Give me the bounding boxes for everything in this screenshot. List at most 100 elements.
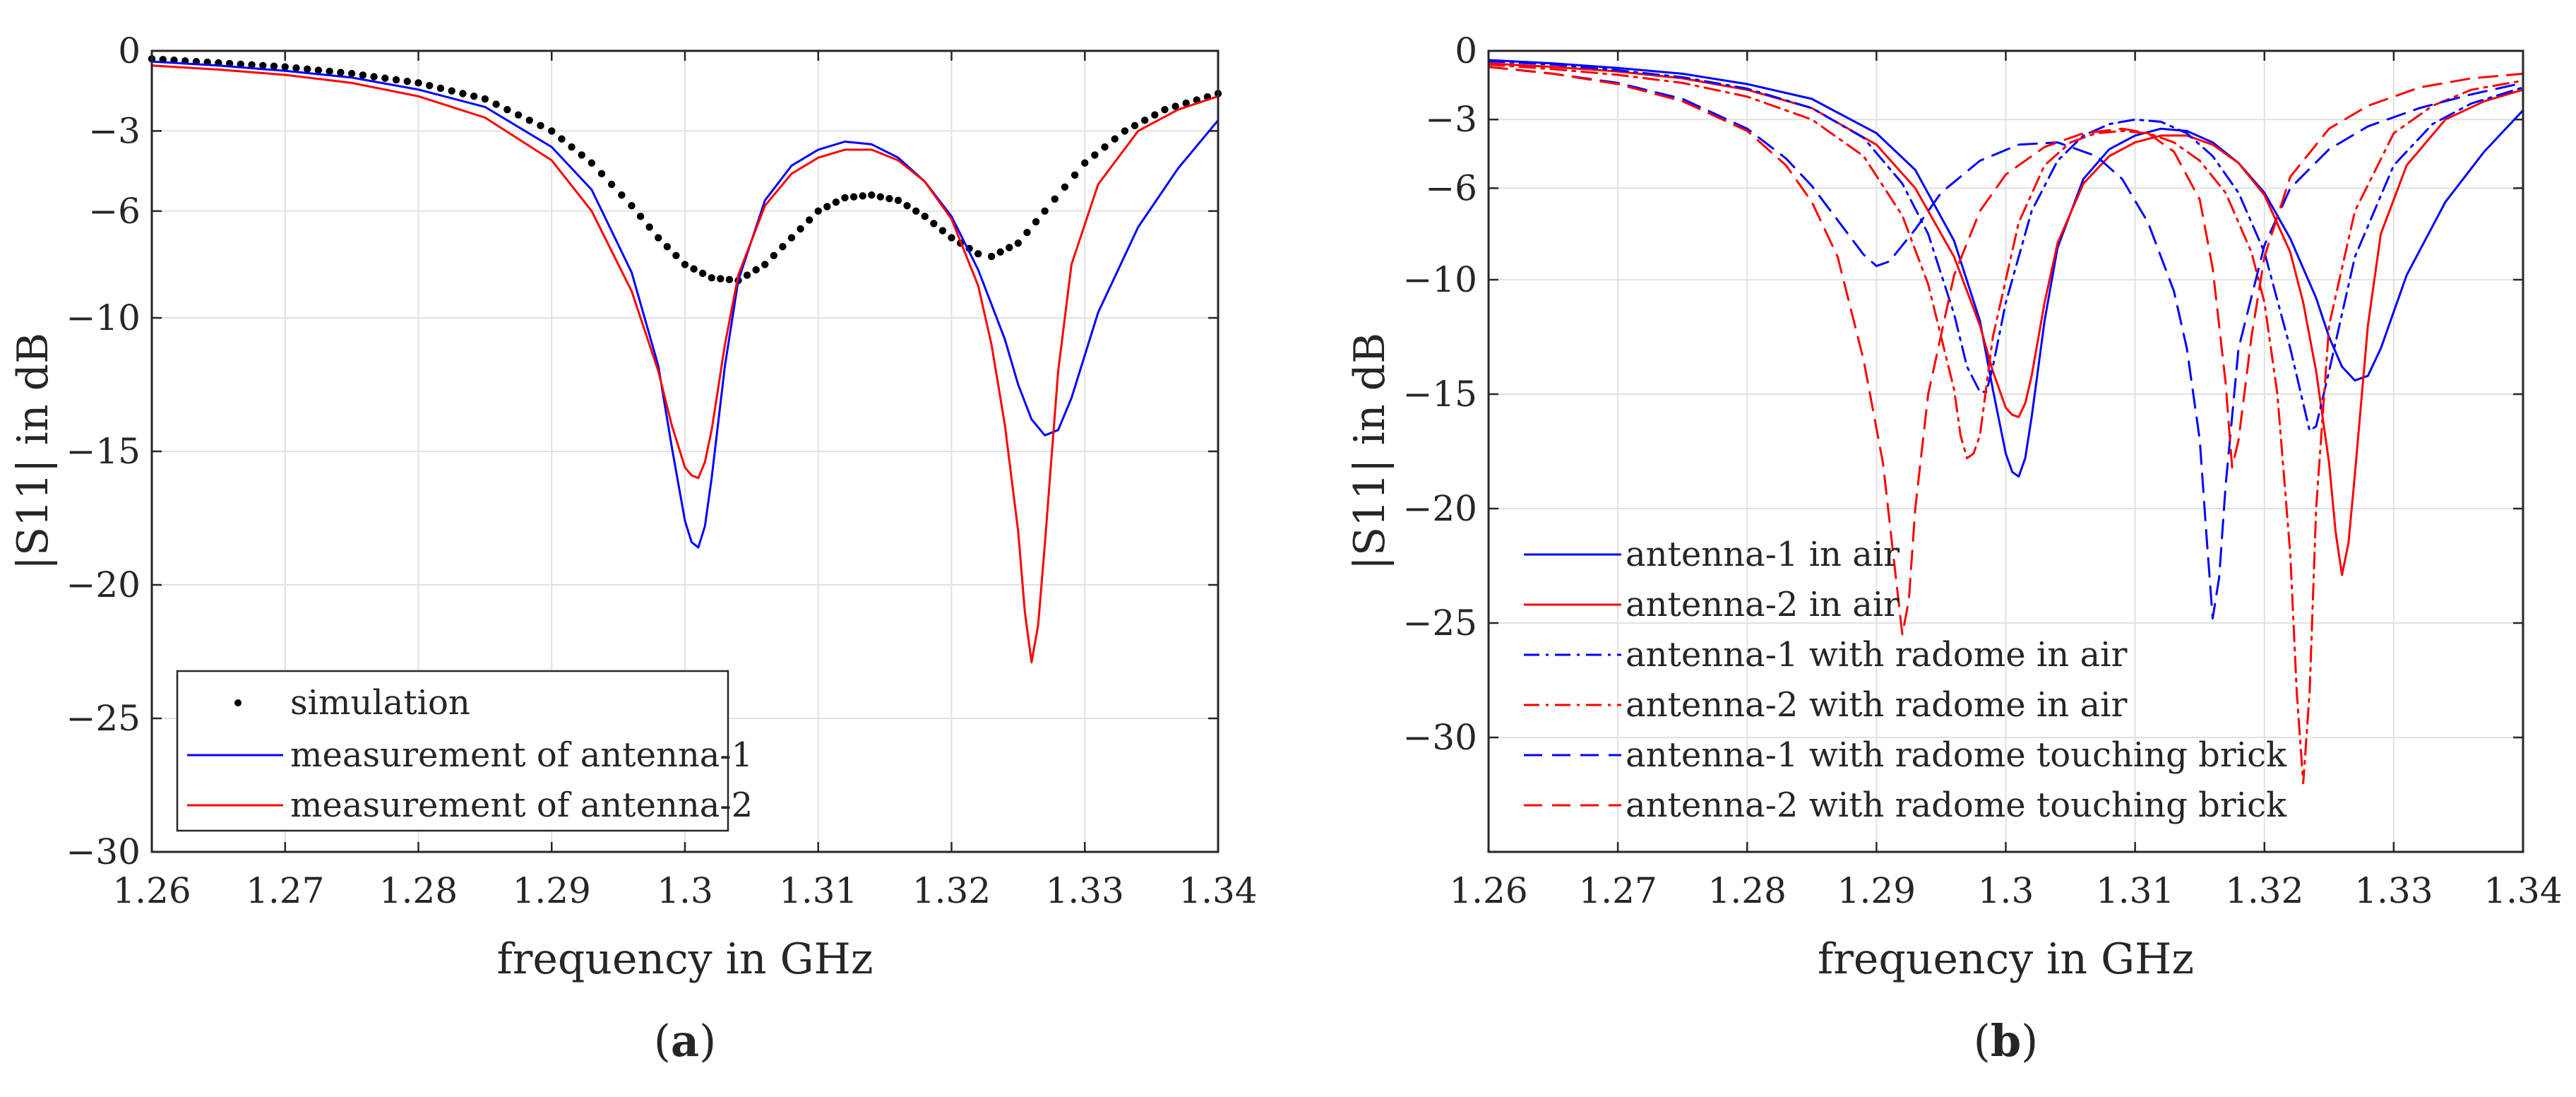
data-point-simulation — [1041, 207, 1049, 215]
data-point-simulation — [1051, 195, 1059, 203]
x-tick-label: 1.3 — [657, 870, 713, 911]
data-point-simulation — [832, 198, 840, 206]
axes-frame-a — [150, 49, 1220, 853]
y-tick-label: −10 — [1402, 259, 1477, 300]
legend-b: antenna-1 in air antenna-2 in air antenn… — [1524, 535, 2287, 825]
x-tick-label: 1.31 — [2096, 870, 2174, 911]
data-point-simulation — [426, 81, 434, 90]
data-point-simulation — [761, 261, 769, 268]
data-point-simulation — [868, 191, 876, 199]
data-point-simulation — [987, 252, 996, 261]
legend-label-antenna-1-radome-brick: antenna-1 with radome touching brick — [1626, 735, 2287, 775]
legend-label-antenna-2-in-air: antenna-2 in air — [1626, 585, 1900, 624]
legend-box-a — [176, 670, 729, 832]
series-a — [148, 55, 1222, 664]
x-axis-label-a: frequency in GHz — [497, 935, 873, 984]
data-point-simulation — [930, 220, 938, 227]
data-point-simulation — [1111, 135, 1119, 143]
x-tick-label: 1.29 — [513, 870, 591, 911]
data-point-simulation — [314, 66, 323, 74]
data-point-simulation — [1091, 151, 1099, 159]
data-point-simulation — [894, 196, 902, 204]
x-tick-label: 1.3 — [1978, 870, 2034, 911]
data-point-simulation — [481, 95, 489, 103]
panel-a: 1.26 1.27 1.28 1.29 1.3 1.31 1.32 1.33 1.34 −30−… — [8, 30, 1258, 1067]
data-point-simulation — [903, 202, 911, 210]
legend-marker-simulation — [234, 699, 242, 706]
data-point-simulation — [337, 69, 345, 76]
data-point-simulation — [597, 170, 606, 178]
caption-letter-b: b — [1991, 1015, 2021, 1067]
data-point-simulation — [645, 223, 653, 231]
x-tick-label: 1.28 — [1708, 870, 1787, 911]
legend-label-simulation: simulation — [290, 683, 470, 723]
data-point-simulation — [568, 143, 576, 151]
data-point-simulation — [876, 193, 885, 201]
series-simulation — [148, 55, 1222, 285]
y-tick-label: −6 — [88, 191, 141, 232]
y-tick-label: −25 — [1402, 603, 1477, 644]
x-tick-label: 1.26 — [112, 870, 191, 911]
data-point-simulation — [578, 151, 585, 159]
data-point-simulation — [503, 105, 511, 114]
data-point-simulation — [415, 79, 422, 87]
caption-b: (b) — [1974, 1015, 2039, 1067]
x-tick-label: 1.32 — [2225, 870, 2303, 911]
data-point-simulation — [237, 60, 245, 69]
data-point-simulation — [797, 225, 804, 233]
data-point-simulation — [690, 265, 698, 273]
data-point-simulation — [948, 234, 955, 242]
data-point-simulation — [588, 159, 596, 167]
data-point-simulation — [725, 275, 734, 284]
data-point-simulation — [717, 275, 724, 283]
legend-a: simulation measurement of antenna-1 meas… — [176, 670, 753, 832]
data-point-simulation — [470, 93, 478, 100]
series-line-antenna-1-in-air — [1487, 59, 2524, 478]
y-tick-label: −25 — [66, 698, 141, 739]
data-point-simulation — [841, 194, 849, 202]
data-point-simulation — [770, 251, 778, 259]
data-point-simulation — [492, 100, 500, 108]
legend-label-antenna-2-radome-brick: antenna-2 with radome touching brick — [1626, 785, 2287, 825]
data-point-simulation — [628, 202, 636, 210]
data-point-simulation — [938, 227, 947, 235]
data-point-simulation — [886, 194, 893, 203]
data-point-simulation — [681, 261, 689, 268]
y-tick-label: −15 — [1402, 374, 1477, 415]
data-point-simulation — [607, 180, 616, 189]
data-point-simulation — [1006, 244, 1013, 251]
y-tick-labels-b: −30−25−20−15−10−6−30 — [1402, 30, 2523, 758]
series-b — [1487, 59, 2524, 785]
data-point-simulation — [370, 73, 378, 81]
x-tick-label: 1.33 — [2354, 870, 2433, 911]
data-point-simulation — [655, 234, 662, 242]
x-tick-label: 1.28 — [379, 870, 458, 911]
data-point-simulation — [1161, 105, 1169, 114]
data-point-simulation — [548, 127, 556, 135]
legend-label-measurement-antenna-1: measurement of antenna-1 — [290, 735, 753, 775]
data-point-simulation — [823, 203, 831, 210]
y-tick-label: −3 — [1425, 99, 1477, 140]
data-point-simulation — [1014, 239, 1022, 247]
data-point-simulation — [618, 191, 626, 199]
data-point-simulation — [558, 135, 566, 143]
data-point-simulation — [292, 64, 300, 72]
y-axis-label-b: |S11| in dB — [1345, 333, 1395, 570]
axes-frame-b — [1487, 49, 2524, 853]
data-point-simulation — [912, 207, 920, 215]
data-point-simulation — [921, 213, 929, 220]
x-tick-labels-a: 1.26 1.27 1.28 1.29 1.3 1.31 1.32 1.33 1.34 — [112, 51, 1258, 911]
y-tick-label: −20 — [1402, 488, 1477, 529]
data-point-simulation — [805, 216, 813, 224]
data-point-simulation — [270, 62, 278, 70]
data-point-simulation — [859, 192, 866, 200]
series-line-antenna-1-with-radome-in-air — [1487, 60, 2524, 432]
y-tick-label: 0 — [118, 30, 141, 71]
x-axis-label-b: frequency in GHz — [1818, 935, 2194, 984]
data-point-simulation — [974, 250, 982, 258]
data-point-simulation — [672, 251, 680, 259]
data-point-simulation — [1032, 218, 1040, 226]
data-point-simulation — [663, 243, 672, 251]
data-point-simulation — [1131, 121, 1139, 130]
caption-a: (a) — [654, 1015, 717, 1067]
